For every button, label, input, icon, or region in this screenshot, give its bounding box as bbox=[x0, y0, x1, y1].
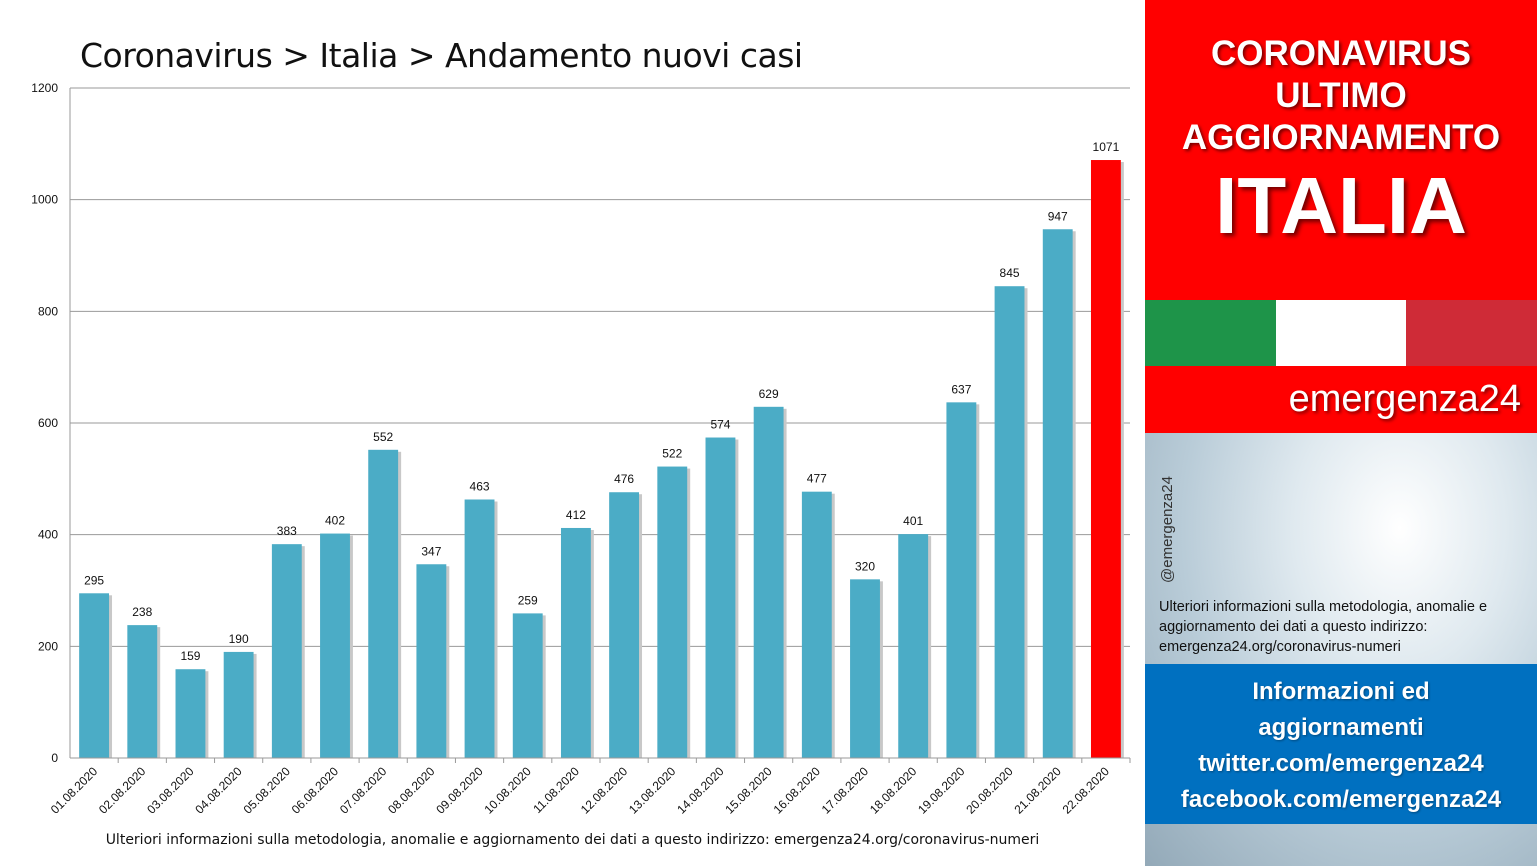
data-label: 1071 bbox=[1093, 140, 1120, 154]
data-label: 383 bbox=[277, 524, 297, 538]
bar bbox=[127, 625, 158, 758]
bar bbox=[271, 544, 302, 758]
x-tick-label: 06.08.2020 bbox=[289, 764, 342, 817]
data-label: 402 bbox=[325, 514, 345, 528]
y-tick-label: 800 bbox=[38, 304, 58, 318]
x-tick-label: 13.08.2020 bbox=[626, 764, 679, 817]
flag-white-stripe bbox=[1275, 300, 1407, 366]
x-tick-label: 05.08.2020 bbox=[241, 764, 294, 817]
data-label: 629 bbox=[759, 387, 779, 401]
facebook-link[interactable]: facebook.com/emergenza24 bbox=[1180, 786, 1502, 813]
data-label: 295 bbox=[84, 573, 104, 587]
bar bbox=[368, 449, 399, 758]
x-tick-label: 11.08.2020 bbox=[530, 764, 582, 816]
x-tick-label: 22.08.2020 bbox=[1060, 764, 1113, 817]
data-label: 190 bbox=[229, 632, 249, 646]
bar bbox=[223, 651, 254, 758]
x-tick-label: 18.08.2020 bbox=[867, 764, 920, 817]
side-panel: CORONAVIRUS ULTIMO AGGIORNAMENTO ITALIA … bbox=[1145, 0, 1537, 866]
data-label: 259 bbox=[518, 593, 538, 607]
y-tick-label: 0 bbox=[51, 751, 58, 765]
bar bbox=[850, 579, 880, 758]
social-handle: @emergenza24 bbox=[1159, 476, 1176, 583]
x-tick-label: 04.08.2020 bbox=[192, 764, 245, 817]
flag-red-stripe bbox=[1406, 300, 1537, 366]
x-tick-label: 16.08.2020 bbox=[771, 764, 824, 817]
x-tick-label: 10.08.2020 bbox=[481, 764, 534, 817]
bar bbox=[1090, 160, 1121, 758]
data-label: 637 bbox=[951, 382, 971, 396]
chart-footer-note: Ulteriori informazioni sulla metodologia… bbox=[105, 832, 1040, 848]
header-line-3: AGGIORNAMENTO bbox=[1181, 118, 1501, 157]
x-tick-label: 20.08.2020 bbox=[963, 764, 1016, 817]
bar bbox=[320, 533, 350, 758]
bar bbox=[175, 669, 206, 758]
x-tick-label: 08.08.2020 bbox=[385, 764, 438, 817]
brand-label: emergenza24 bbox=[1288, 378, 1521, 420]
x-tick-label: 07.08.2020 bbox=[337, 764, 390, 817]
data-label: 320 bbox=[855, 559, 875, 573]
data-label: 238 bbox=[132, 605, 152, 619]
chart-area: Coronavirus > Italia > Andamento nuovi c… bbox=[31, 36, 1131, 848]
y-tick-label: 200 bbox=[38, 639, 58, 653]
data-label: 463 bbox=[470, 479, 490, 493]
data-label: 574 bbox=[710, 418, 730, 432]
links-line-2: aggiornamenti bbox=[1258, 714, 1424, 741]
x-tick-label: 09.08.2020 bbox=[433, 764, 486, 817]
y-tick-label: 400 bbox=[38, 528, 58, 542]
data-label: 347 bbox=[421, 544, 441, 558]
bar bbox=[609, 492, 640, 758]
bar bbox=[512, 613, 543, 758]
x-tick-label: 14.08.2020 bbox=[674, 764, 727, 817]
bar bbox=[946, 402, 977, 758]
bar bbox=[801, 491, 832, 758]
flag-green-stripe bbox=[1145, 300, 1276, 366]
x-tick-label: 03.08.2020 bbox=[144, 764, 197, 817]
data-label: 476 bbox=[614, 472, 634, 486]
bar bbox=[464, 499, 495, 758]
bar bbox=[560, 527, 591, 758]
x-tick-label: 21.08.2020 bbox=[1011, 764, 1064, 817]
bar bbox=[705, 437, 736, 758]
x-tick-label: 19.08.2020 bbox=[915, 764, 968, 817]
bar bbox=[79, 593, 110, 758]
y-tick-label: 1200 bbox=[31, 81, 58, 95]
header-country: ITALIA bbox=[1215, 161, 1467, 250]
data-label: 947 bbox=[1048, 209, 1068, 223]
y-tick-label: 1000 bbox=[31, 193, 58, 207]
methodology-note: Ulteriori informazioni sulla metodologia… bbox=[1159, 599, 1488, 655]
data-label: 522 bbox=[662, 447, 682, 461]
x-tick-label: 15.08.2020 bbox=[722, 764, 775, 817]
header-line-2: ULTIMO bbox=[1275, 76, 1407, 115]
y-tick-label: 600 bbox=[38, 416, 58, 430]
x-tick-label: 12.08.2020 bbox=[578, 764, 631, 817]
data-label: 412 bbox=[566, 508, 586, 522]
bar bbox=[994, 286, 1025, 758]
brand-bar: emergenza24 bbox=[1145, 366, 1537, 433]
bar bbox=[1042, 229, 1073, 759]
bar bbox=[657, 466, 688, 758]
bar-chart: 0 200 400 600 800 1000 1200 295 01.08.2020 238 02.… bbox=[31, 81, 1131, 817]
data-label: 845 bbox=[1000, 266, 1020, 280]
x-tick-label: 17.08.2020 bbox=[819, 764, 872, 817]
header-line-1: CORONAVIRUS bbox=[1211, 34, 1471, 73]
x-tick-label: 01.08.2020 bbox=[48, 764, 101, 817]
x-tick-label: 02.08.2020 bbox=[96, 764, 149, 817]
data-label: 477 bbox=[807, 472, 827, 486]
data-label: 552 bbox=[373, 430, 393, 444]
italian-flag-icon bbox=[1145, 300, 1537, 366]
links-line-1: Informazioni ed bbox=[1252, 678, 1430, 705]
twitter-link[interactable]: twitter.com/emergenza24 bbox=[1198, 750, 1484, 777]
data-label: 401 bbox=[903, 514, 923, 528]
social-links-block: Informazioni ed aggiornamenti twitter.co… bbox=[1145, 664, 1537, 824]
bar bbox=[898, 534, 929, 758]
bar bbox=[753, 406, 784, 758]
chart-title: Coronavirus > Italia > Andamento nuovi c… bbox=[80, 36, 803, 75]
header-block: CORONAVIRUS ULTIMO AGGIORNAMENTO ITALIA bbox=[1145, 0, 1537, 300]
data-label: 159 bbox=[180, 649, 200, 663]
bar bbox=[416, 564, 447, 758]
